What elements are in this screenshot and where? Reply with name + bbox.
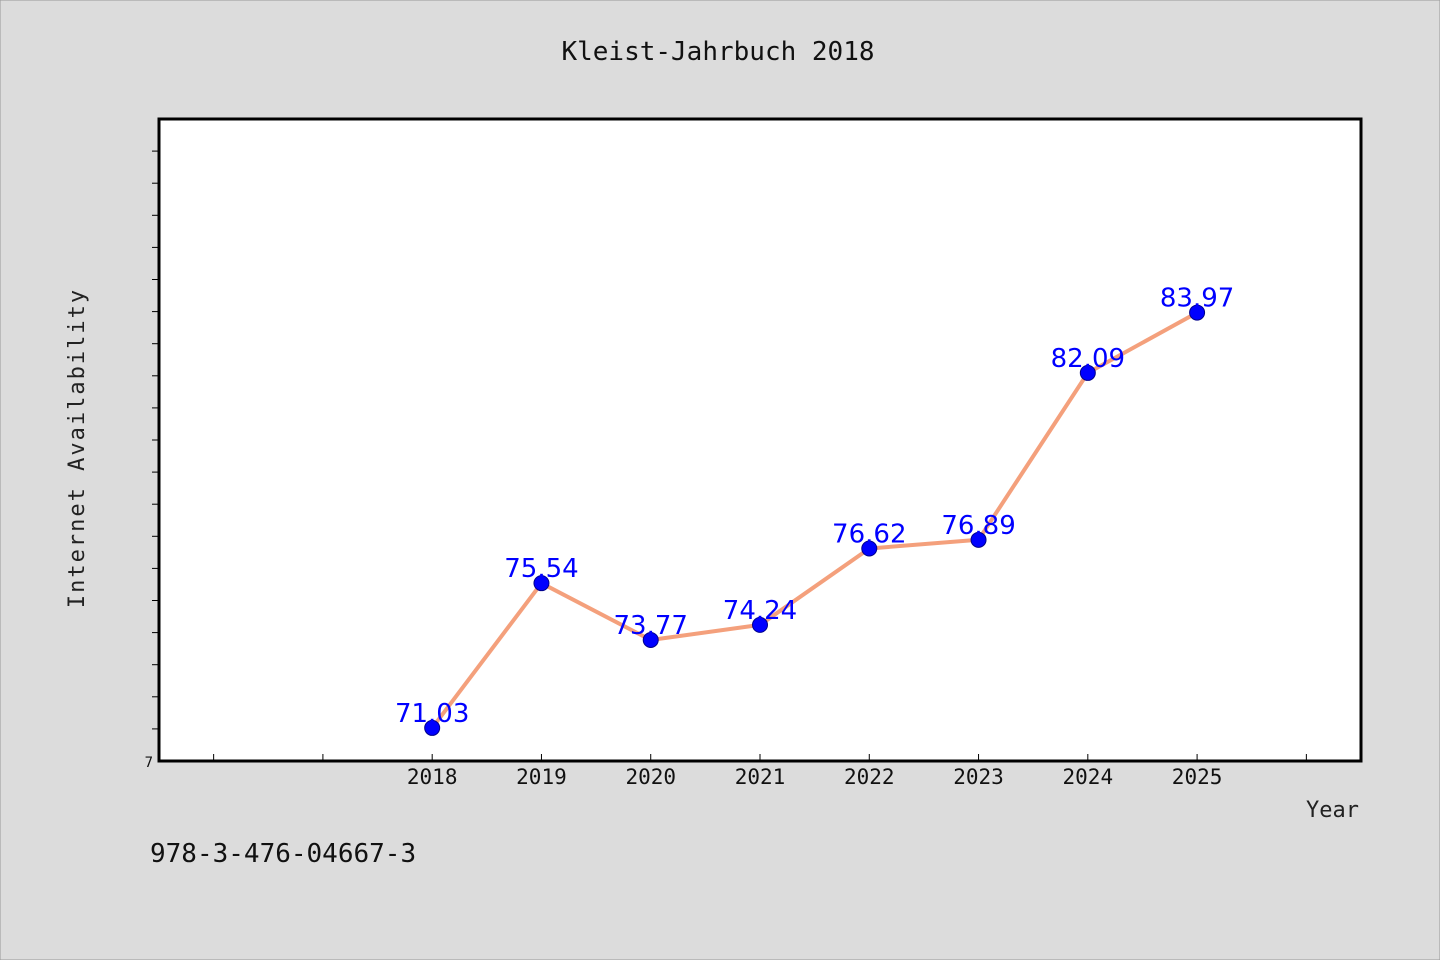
footer-isbn: 978-3-476-04667-3 — [150, 839, 416, 869]
chart-title: Kleist-Jahrbuch 2018 — [561, 37, 874, 67]
data-labels: 71.03 75.54 73.77 74.24 76.62 76.89 82.09 83.97 — [395, 284, 1234, 729]
data-label: 74.24 — [723, 596, 797, 626]
data-point — [424, 719, 441, 736]
plot-area — [157, 117, 1363, 763]
data-point — [1079, 364, 1096, 381]
data-point — [642, 631, 659, 648]
data-points — [424, 304, 1206, 736]
x-axis-label: Year — [1306, 798, 1359, 823]
y-tick-label: 7 — [145, 755, 153, 771]
x-tick-label: 2025 — [1172, 765, 1223, 789]
data-label: 76.62 — [832, 519, 906, 549]
x-tick-label: 2020 — [625, 765, 676, 789]
y-axis-ticks: 7 — [145, 150, 159, 771]
x-tick-label: 2018 — [407, 765, 458, 789]
x-tick-label: 2019 — [516, 765, 567, 789]
data-point — [533, 575, 550, 592]
series-line — [430, 310, 1200, 730]
data-label: 71.03 — [395, 699, 469, 729]
data-label: 76.89 — [941, 511, 1015, 541]
data-point — [1189, 304, 1206, 321]
data-label: 73.77 — [614, 611, 688, 641]
x-tick-label: 2021 — [735, 765, 786, 789]
x-tick-label: 2022 — [844, 765, 895, 789]
x-tick-label: 2024 — [1063, 765, 1114, 789]
data-point — [970, 531, 987, 548]
x-tick-label: 2023 — [953, 765, 1004, 789]
data-label: 83.97 — [1160, 284, 1234, 314]
x-axis-ticks: 2018 2019 2020 2021 2022 2023 2024 2025 — [213, 754, 1307, 789]
data-point — [861, 540, 878, 557]
y-axis-label: Internet Availability — [65, 288, 90, 608]
series-lines — [430, 310, 1200, 730]
data-point — [752, 616, 768, 633]
data-label: 82.09 — [1051, 344, 1125, 374]
data-label: 75.54 — [504, 554, 578, 584]
